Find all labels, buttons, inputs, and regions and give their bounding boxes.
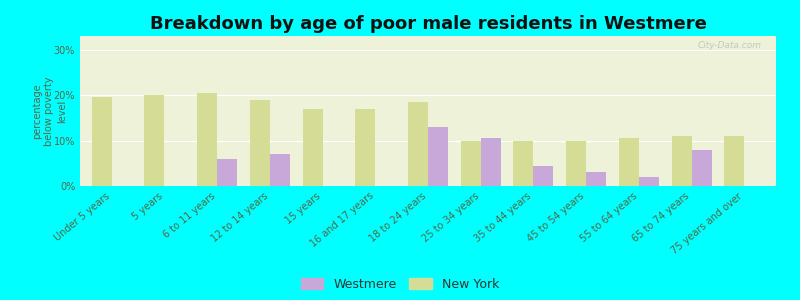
Bar bbox=[481, 138, 501, 186]
Bar bbox=[586, 172, 606, 186]
Bar bbox=[461, 140, 481, 186]
Bar bbox=[302, 109, 322, 186]
Bar bbox=[672, 136, 692, 186]
Bar bbox=[514, 140, 534, 186]
Bar bbox=[619, 138, 639, 186]
Bar bbox=[692, 150, 712, 186]
Bar bbox=[408, 102, 428, 186]
Y-axis label: percentage
below poverty
level: percentage below poverty level bbox=[32, 76, 67, 146]
Bar bbox=[197, 93, 217, 186]
Bar bbox=[144, 95, 164, 186]
Text: City-Data.com: City-Data.com bbox=[698, 40, 762, 50]
Bar bbox=[639, 177, 659, 186]
Bar bbox=[270, 154, 290, 186]
Bar bbox=[428, 127, 448, 186]
Bar bbox=[250, 100, 270, 186]
Bar bbox=[355, 109, 375, 186]
Bar bbox=[534, 166, 554, 186]
Legend: Westmere, New York: Westmere, New York bbox=[301, 278, 499, 291]
Bar bbox=[566, 140, 586, 186]
Bar bbox=[92, 98, 112, 186]
Bar bbox=[724, 136, 744, 186]
Bar bbox=[217, 159, 237, 186]
Title: Breakdown by age of poor male residents in Westmere: Breakdown by age of poor male residents … bbox=[150, 15, 706, 33]
